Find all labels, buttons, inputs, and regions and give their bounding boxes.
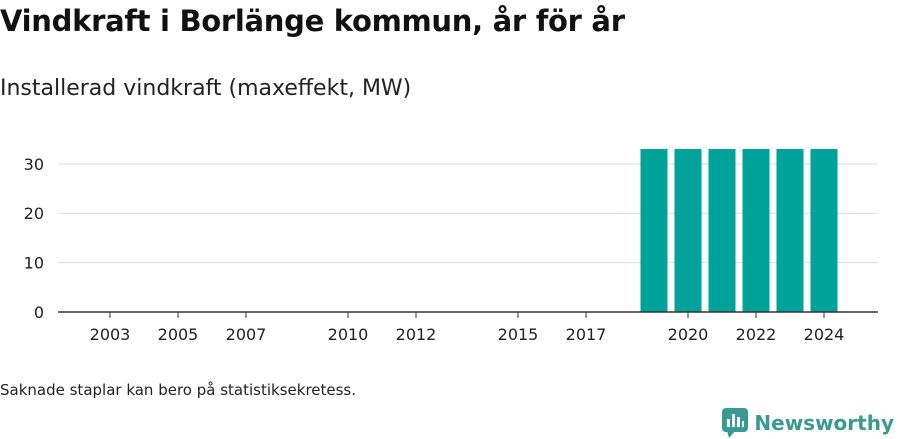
x-tick-label: 2015 <box>498 325 539 344</box>
x-tick-label: 2007 <box>226 325 267 344</box>
chart-subtitle: Installerad vindkraft (maxeffekt, MW) <box>0 76 412 101</box>
x-tick-label: 2012 <box>396 325 437 344</box>
bar-2022 <box>742 149 770 312</box>
y-tick-label: 10 <box>24 254 44 273</box>
bars <box>640 149 838 312</box>
bar-2019 <box>640 149 668 312</box>
brand-name: Newsworthy <box>754 411 894 435</box>
x-tick-label: 2017 <box>566 325 607 344</box>
x-tick-label: 2020 <box>668 325 709 344</box>
x-tick-label: 2022 <box>736 325 777 344</box>
axes: 0 10 20 30 2003 2005 2007 2010 2012 2015 2017 2020 2… <box>24 155 878 344</box>
y-tick-label: 30 <box>24 155 44 174</box>
footnote: Saknade staplar kan bero på statistiksek… <box>0 381 357 399</box>
bar-2020 <box>674 149 702 312</box>
x-tick-label: 2005 <box>158 325 199 344</box>
bar-2021 <box>708 149 736 312</box>
x-tick-label: 2024 <box>804 325 845 344</box>
bar-2023 <box>776 149 804 312</box>
bar-chart: 0 10 20 30 2003 2005 2007 2010 2012 2015 2017 2020 2… <box>24 149 878 344</box>
chart-title: Vindkraft i Borlänge kommun, år för år <box>0 4 625 38</box>
newsworthy-logo-icon <box>722 408 749 438</box>
y-tick-label: 20 <box>24 204 44 223</box>
brand-logo: Newsworthy <box>722 408 894 438</box>
gridlines <box>58 163 878 264</box>
x-tick-label: 2003 <box>90 325 131 344</box>
x-tick-label: 2010 <box>328 325 369 344</box>
y-tick-label: 0 <box>34 303 44 322</box>
bar-2024 <box>810 149 838 312</box>
